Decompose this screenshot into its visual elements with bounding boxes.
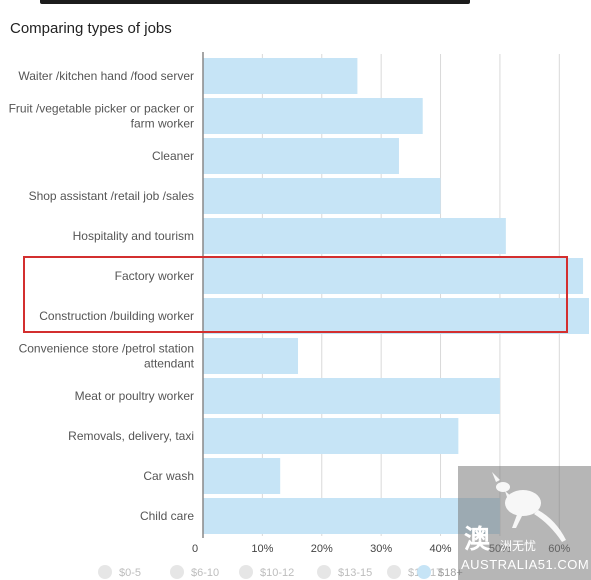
legend-item[interactable]: $13-15 — [317, 565, 372, 579]
legend-marker — [170, 565, 184, 579]
category-labels: Waiter /kitchen hand /food server Fruit /… — [9, 69, 195, 523]
watermark-background — [458, 466, 591, 580]
legend-item[interactable]: $10-12 — [239, 565, 294, 579]
legend-marker — [239, 565, 253, 579]
legend-label: $6-10 — [191, 567, 219, 579]
legend-marker — [417, 565, 431, 579]
legend-item[interactable]: $6-10 — [170, 565, 219, 579]
bar — [203, 138, 399, 174]
legend-label: $18+ — [438, 567, 463, 579]
category-label: Car wash — [143, 469, 194, 483]
bar — [203, 338, 299, 374]
legend-item[interactable]: $0-5 — [98, 565, 141, 579]
category-label: Shop assistant /retail job /sales — [29, 189, 194, 203]
legend-marker — [317, 565, 331, 579]
tick-label: 20% — [311, 543, 333, 555]
bar — [203, 178, 441, 214]
gridlines — [261, 54, 560, 536]
legend-label: $10-12 — [260, 567, 294, 579]
tick-label: 0 — [192, 543, 198, 555]
category-label: Convenience store /petrol station attenda… — [19, 342, 195, 371]
bar — [203, 258, 584, 294]
category-label: Construction /building worker — [39, 309, 194, 323]
legend-label: $13-15 — [338, 567, 372, 579]
legend[interactable]: $0-5 $6-10 $10-12 $13-15 $15-17$18+ — [98, 565, 463, 579]
legend-label: $0-5 — [119, 567, 141, 579]
category-label: Fruit /vegetable picker or packer or farm… — [9, 102, 194, 131]
highlight-box — [23, 256, 568, 333]
category-label: Hospitality and tourism — [73, 229, 194, 243]
category-label: Removals, delivery, taxi — [68, 429, 194, 443]
tick-label: 10% — [251, 543, 273, 555]
legend-item[interactable]: $15-17 — [387, 565, 442, 579]
chart-subtitle: Comparing types of jobs — [10, 20, 172, 37]
bar — [203, 98, 423, 134]
bars — [203, 58, 589, 534]
category-label: Child care — [140, 509, 194, 523]
legend-item[interactable]: $18+ — [417, 565, 463, 579]
watermark-brand: AUSTRALIA51.COM — [461, 557, 589, 572]
category-label: Meat or poultry worker — [75, 389, 194, 403]
category-label: Waiter /kitchen hand /food server — [18, 69, 194, 83]
bar — [203, 58, 358, 94]
tick-label: 40% — [430, 543, 452, 555]
legend-marker — [98, 565, 112, 579]
kangaroo-logo-icon — [492, 472, 566, 542]
bar — [203, 298, 589, 334]
tick-label: 30% — [370, 543, 392, 555]
bar — [203, 498, 500, 534]
bar — [203, 378, 500, 414]
highlight-rectangle — [23, 256, 568, 333]
cropped-title-fragment — [40, 0, 470, 4]
legend-marker — [387, 565, 401, 579]
category-label: Cleaner — [152, 149, 194, 163]
category-label: Factory worker — [115, 269, 194, 283]
bar — [203, 458, 281, 494]
watermark-glyph: 澳 — [464, 524, 491, 554]
bar — [203, 418, 459, 454]
watermark-tagline: 洲无忧 — [500, 539, 536, 553]
watermark: 澳 洲无忧 AUSTRALIA51.COM — [458, 466, 591, 580]
bar — [203, 218, 506, 254]
